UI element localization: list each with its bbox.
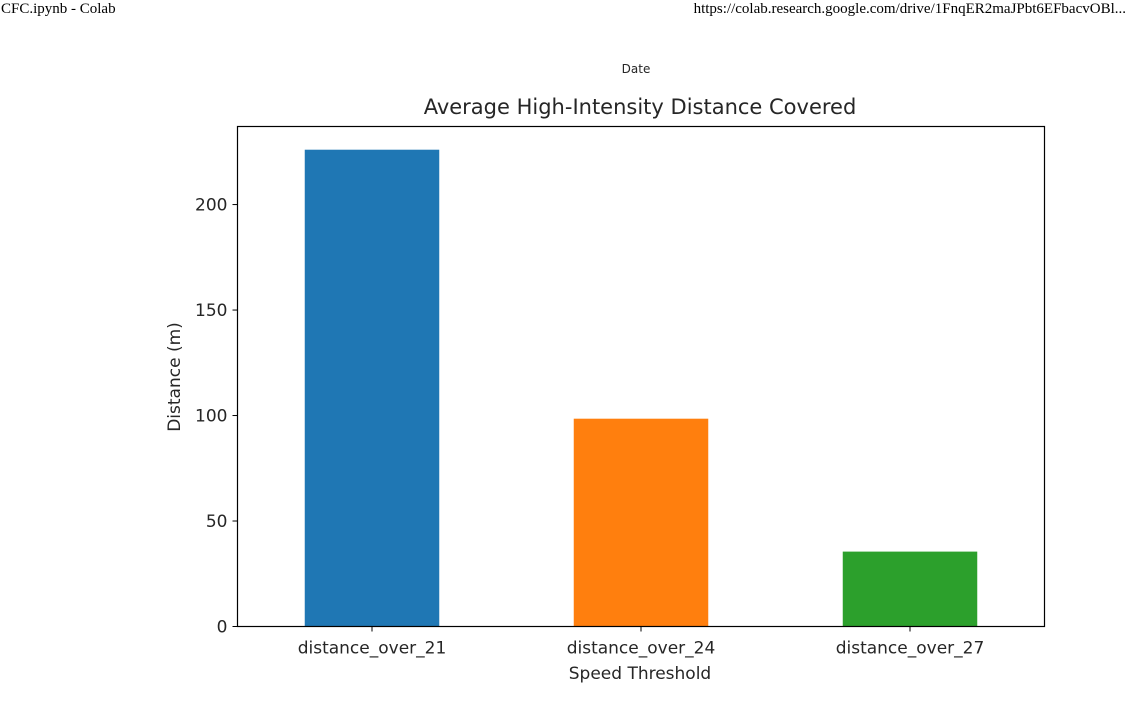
y-tick-label: 0 <box>217 618 228 638</box>
bar-distance_over_21 <box>304 149 440 627</box>
plot-frame <box>236 125 1046 628</box>
x-axis: distance_over_21 distance_over_24 distance… <box>298 626 985 659</box>
bar-distance_over_24 <box>573 418 709 627</box>
bars-group <box>304 149 978 627</box>
x-axis-label: Speed Threshold <box>569 664 711 684</box>
page-url: https://colab.research.google.com/drive/… <box>693 1 1126 17</box>
y-tick-label: 100 <box>195 407 227 427</box>
y-axis: 0 50 100 150 200 <box>195 196 238 638</box>
y-tick-label: 50 <box>206 512 228 532</box>
y-axis-label: Distance (m) <box>165 322 185 432</box>
page-title: CFC.ipynb - Colab <box>1 1 116 17</box>
x-tick-label: distance_over_24 <box>567 639 716 659</box>
print-header: CFC.ipynb - Colab https://colab.research… <box>0 0 1126 22</box>
chart-title: Average High-Intensity Distance Covered <box>424 95 857 119</box>
y-tick-label: 150 <box>195 301 227 321</box>
stray-date-label: Date <box>622 62 651 76</box>
bar-distance_over_27 <box>842 551 978 627</box>
x-tick-label: distance_over_21 <box>298 639 447 659</box>
y-tick-label: 200 <box>195 196 227 216</box>
x-tick-label: distance_over_27 <box>836 639 985 659</box>
